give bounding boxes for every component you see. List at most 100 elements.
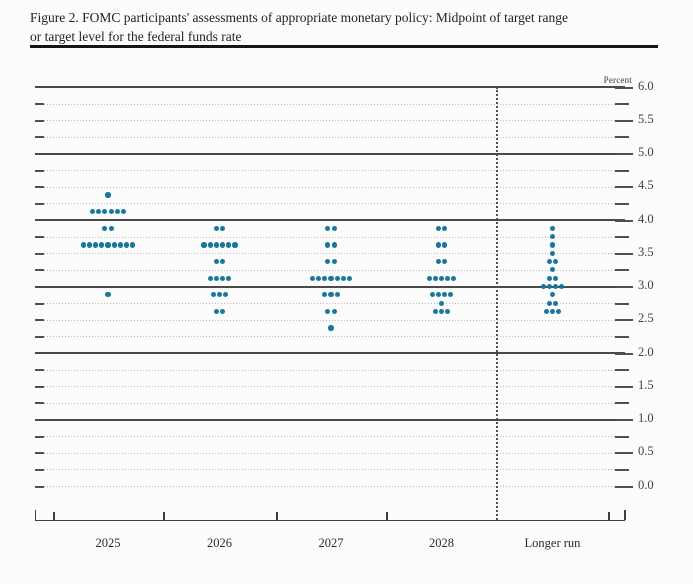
y-tick-right (615, 286, 633, 288)
y-tick-right (615, 402, 629, 405)
y-tick-left (35, 202, 44, 205)
participant-dot (213, 242, 219, 248)
x-axis-tick (276, 511, 278, 520)
y-tick-left (35, 402, 44, 405)
y-tick-right (615, 153, 633, 155)
y-tick-label: 2.5 (638, 311, 654, 326)
y-tick-right (615, 86, 633, 89)
participant-dot (210, 292, 216, 298)
participant-dot (435, 258, 441, 265)
y-tick-right (615, 169, 629, 172)
y-tick-right (615, 302, 629, 305)
participant-dot (426, 275, 432, 281)
participant-dot (540, 283, 546, 290)
y-tick-left (35, 319, 44, 322)
participant-dot (442, 292, 448, 298)
participant-dot (445, 308, 451, 315)
participant-dot (322, 292, 328, 298)
y-tick-right (615, 119, 633, 122)
participant-dot (429, 292, 435, 298)
y-gridline-solid (35, 152, 625, 155)
participant-dot (325, 242, 331, 248)
y-gridline-dotted (35, 386, 625, 388)
y-tick-right (615, 319, 633, 322)
participant-dot (328, 292, 334, 298)
y-gridline-dotted (35, 103, 625, 105)
participant-dot (130, 242, 136, 248)
y-tick-left (35, 385, 44, 388)
y-tick-right (615, 186, 633, 189)
participant-dot (117, 242, 123, 248)
participant-dot (108, 225, 114, 231)
y-gridline-dotted (35, 452, 625, 454)
participant-dot (328, 275, 334, 281)
title-rule (30, 45, 658, 48)
x-axis-tick (608, 511, 610, 520)
y-gridline-dotted (35, 253, 625, 255)
y-tick-right (615, 335, 629, 338)
y-tick-left (35, 186, 44, 189)
y-gridline-dotted (35, 120, 625, 122)
participant-dot (347, 275, 353, 281)
x-axis-label-longer-run: Longer run (524, 536, 581, 550)
y-tick-label: 4.5 (638, 178, 654, 193)
x-axis-label-2025: 2025 (95, 536, 121, 550)
participant-dot (105, 192, 111, 198)
participant-dot (549, 292, 556, 298)
y-gridline-dotted (35, 436, 625, 438)
x-axis-line (35, 519, 625, 522)
y-tick-left (35, 335, 44, 338)
y-tick-label: 3.5 (638, 244, 654, 259)
y-tick-left (35, 269, 44, 272)
participant-dot (105, 242, 111, 248)
y-tick-label: 5.5 (638, 111, 654, 126)
y-tick-right (615, 136, 629, 139)
x-axis-label-2027: 2027 (318, 536, 344, 550)
participant-dot (435, 225, 441, 231)
participant-dot (331, 225, 337, 231)
y-gridline-dotted (35, 170, 625, 172)
y-gridline-dotted (35, 303, 625, 305)
longer-run-separator (496, 87, 498, 520)
participant-dot (213, 275, 219, 281)
participant-dot (331, 258, 337, 265)
participant-dot (546, 258, 552, 265)
y-gridline-solid (35, 352, 625, 354)
y-gridline-dotted (35, 236, 625, 238)
participant-dot (309, 275, 315, 281)
participant-dot (556, 308, 562, 315)
y-gridline-dotted (35, 136, 625, 138)
participant-dot (435, 242, 441, 248)
participant-dot (451, 275, 457, 281)
participant-dot (102, 209, 108, 215)
y-tick-left (35, 103, 44, 106)
y-gridline-dotted (35, 203, 625, 205)
x-axis-tick (386, 511, 388, 520)
y-gridline-dotted (35, 186, 625, 188)
participant-dot (111, 242, 117, 248)
participant-dot (316, 275, 322, 281)
participant-dot (549, 250, 556, 256)
participant-dot (99, 242, 105, 248)
y-gridline-dotted (35, 402, 625, 404)
y-tick-right (615, 435, 629, 438)
participant-dot (213, 258, 219, 265)
y-gridline-solid (35, 285, 625, 288)
participant-dot (114, 209, 120, 215)
participant-dot (331, 308, 337, 315)
y-tick-left (35, 252, 44, 255)
x-axis-tick (53, 511, 55, 520)
participant-dot (325, 225, 331, 231)
y-tick-right (615, 219, 633, 222)
participant-dot (93, 242, 99, 248)
y-gridline-solid (35, 418, 625, 421)
participant-dot (438, 275, 445, 281)
y-tick-right (615, 419, 633, 421)
participant-dot (213, 225, 219, 231)
y-tick-right (615, 452, 633, 455)
x-axis-left-end (34, 509, 37, 520)
participant-dot (549, 267, 556, 273)
participant-dot (223, 292, 229, 298)
y-tick-left (35, 485, 44, 488)
y-tick-label: 4.0 (638, 211, 654, 226)
